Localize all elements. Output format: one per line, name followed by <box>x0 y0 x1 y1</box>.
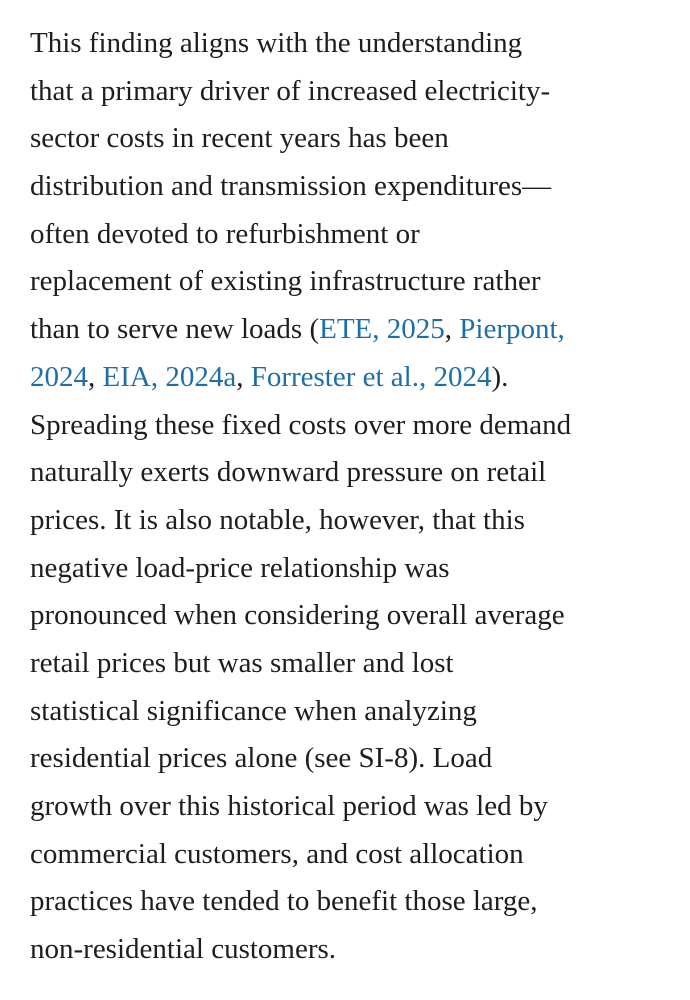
text-line: prices. It is also notable, however, tha… <box>30 497 571 545</box>
text-run: commercial customers, and cost allocatio… <box>30 837 524 870</box>
text-run: retail prices but was smaller and lost <box>30 646 454 679</box>
text-run: sector costs in recent years has been <box>30 122 449 155</box>
text-run: naturally exerts downward pressure on re… <box>30 456 547 489</box>
text-line: negative load-price relationship was <box>30 545 571 593</box>
text-run: replacement of existing infrastructure r… <box>30 265 541 298</box>
text-run: , <box>236 360 251 393</box>
text-line: that a primary driver of increased elect… <box>30 68 571 116</box>
text-run: residential prices alone (see SI-8). Loa… <box>30 742 493 775</box>
text-run: ). <box>491 360 509 393</box>
text-run: prices. It is also notable, however, tha… <box>30 503 525 536</box>
text-line: Spreading these fixed costs over more de… <box>30 402 571 450</box>
text-line: non-residential customers. <box>30 926 571 974</box>
text-line: often devoted to refurbishment or <box>30 211 571 259</box>
citation-link[interactable]: Pierpont, <box>459 313 565 346</box>
text-line: sector costs in recent years has been <box>30 115 571 163</box>
text-line: growth over this historical period was l… <box>30 783 571 831</box>
text-line: commercial customers, and cost allocatio… <box>30 831 571 879</box>
text-run: Spreading these fixed costs over more de… <box>30 408 572 441</box>
text-line: distribution and transmission expenditur… <box>30 163 571 211</box>
text-line: replacement of existing infrastructure r… <box>30 258 571 306</box>
citation-link[interactable]: ETE, 2025 <box>319 313 445 346</box>
text-line: 2024, EIA, 2024a, Forrester et al., 2024… <box>30 354 571 402</box>
citation-link[interactable]: 2024 <box>30 360 88 393</box>
text-run: , <box>88 360 103 393</box>
paragraph: This finding aligns with the understandi… <box>30 20 571 974</box>
text-run: statistical significance when analyzing <box>30 694 477 727</box>
text-run: than to serve new loads ( <box>30 313 320 346</box>
text-line: This finding aligns with the understandi… <box>30 20 571 68</box>
text-run: This finding aligns with the understandi… <box>30 27 523 59</box>
text-line: practices have tended to benefit those l… <box>30 878 571 926</box>
text-run: pronounced when considering overall aver… <box>30 599 565 632</box>
citation-link[interactable]: EIA, 2024a <box>102 360 237 393</box>
text-line: statistical significance when analyzing <box>30 688 571 736</box>
text-line: pronounced when considering overall aver… <box>30 592 571 640</box>
text-run: often devoted to refurbishment or <box>30 217 420 250</box>
text-run: negative load-price relationship was <box>30 551 450 584</box>
text-run: non-residential customers. <box>30 933 337 966</box>
text-run: distribution and transmission expenditur… <box>30 170 552 203</box>
text-line: residential prices alone (see SI-8). Loa… <box>30 735 571 783</box>
text-line: naturally exerts downward pressure on re… <box>30 449 571 497</box>
text-run: practices have tended to benefit those l… <box>30 885 538 918</box>
text-line: retail prices but was smaller and lost <box>30 640 571 688</box>
citation-link[interactable]: Forrester et al., 2024 <box>250 360 492 393</box>
text-run: growth over this historical period was l… <box>30 790 548 822</box>
text-run: that a primary driver of increased elect… <box>30 74 551 107</box>
text-line: than to serve new loads (ETE, 2025, Pier… <box>30 306 571 354</box>
text-run: , <box>444 313 460 346</box>
